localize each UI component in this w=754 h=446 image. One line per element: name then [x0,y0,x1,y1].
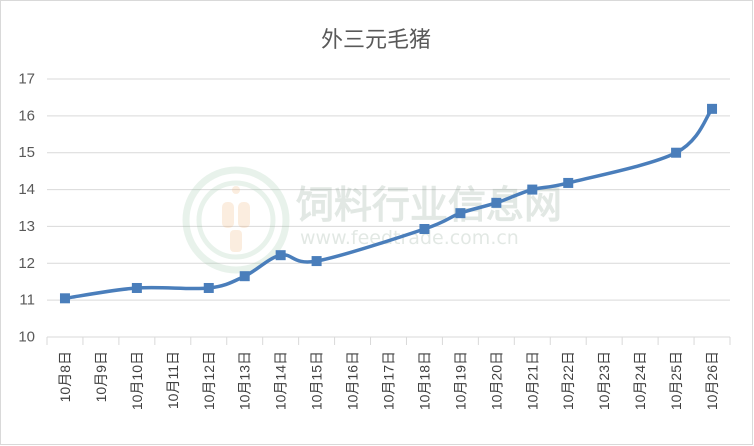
data-point-marker [311,256,322,267]
data-point-marker [419,224,430,235]
watermark-url: www.feedtrade.com.cn [300,227,519,249]
x-tick-label: 10月15日 [309,351,325,410]
x-tick-label: 10月16日 [345,351,361,410]
y-tick-label: 15 [18,144,35,161]
y-axis-labels: 10 11 12 13 14 15 16 17 [18,71,35,346]
data-point-marker [131,282,142,293]
gridlines [47,78,730,301]
data-point-marker [563,177,574,188]
x-tick-label: 10月20日 [488,351,504,410]
x-tick-label: 10月18日 [416,351,432,410]
y-tick-label: 10 [18,329,35,346]
x-tick-label: 10月24日 [632,351,648,410]
x-tick-label: 10月12日 [201,351,217,410]
watermark: 饲料行业信息网 www.feedtrade.com.cn [182,166,562,274]
x-tick-label: 10月11日 [165,351,181,409]
x-tick-label: 10月13日 [237,351,253,410]
x-tick-label: 10月17日 [381,351,397,410]
data-point-marker [671,147,682,158]
x-tick-label: 10月19日 [452,351,468,410]
x-tick-label: 10月10日 [129,351,145,410]
x-axis-labels: 10月8日 10月9日 10月10日 10月11日 10月12日 10月13日 10月14日… [57,351,720,410]
y-tick-label: 16 [18,107,35,124]
x-tick-label: 10月14日 [273,351,289,410]
data-point-marker [275,250,286,261]
data-point-marker [455,208,466,219]
x-axis [46,336,731,345]
watermark-logo-icon [182,166,290,274]
chart-title: 外三元毛猪 [321,27,431,52]
x-tick-label: 10月25日 [668,351,684,410]
data-point-marker [491,197,502,208]
data-point-marker [59,293,70,304]
data-point-marker [527,184,538,195]
x-tick-label: 10月8日 [57,351,73,402]
y-tick-label: 12 [18,255,35,272]
y-tick-label: 13 [18,218,35,235]
x-tick-label: 10月26日 [704,351,720,410]
data-point-marker [239,271,250,282]
x-tick-label: 10月23日 [596,351,612,410]
y-tick-label: 11 [19,292,35,309]
y-tick-label: 14 [18,181,35,198]
x-tick-label: 10月9日 [93,351,109,402]
data-point-marker [707,103,718,114]
series-group [59,103,718,304]
x-tick-label: 10月22日 [560,351,576,410]
x-tick-label: 10月21日 [524,351,540,410]
watermark-name: 饲料行业信息网 [296,183,562,227]
data-point-marker [203,282,214,293]
y-tick-label: 17 [18,71,35,88]
